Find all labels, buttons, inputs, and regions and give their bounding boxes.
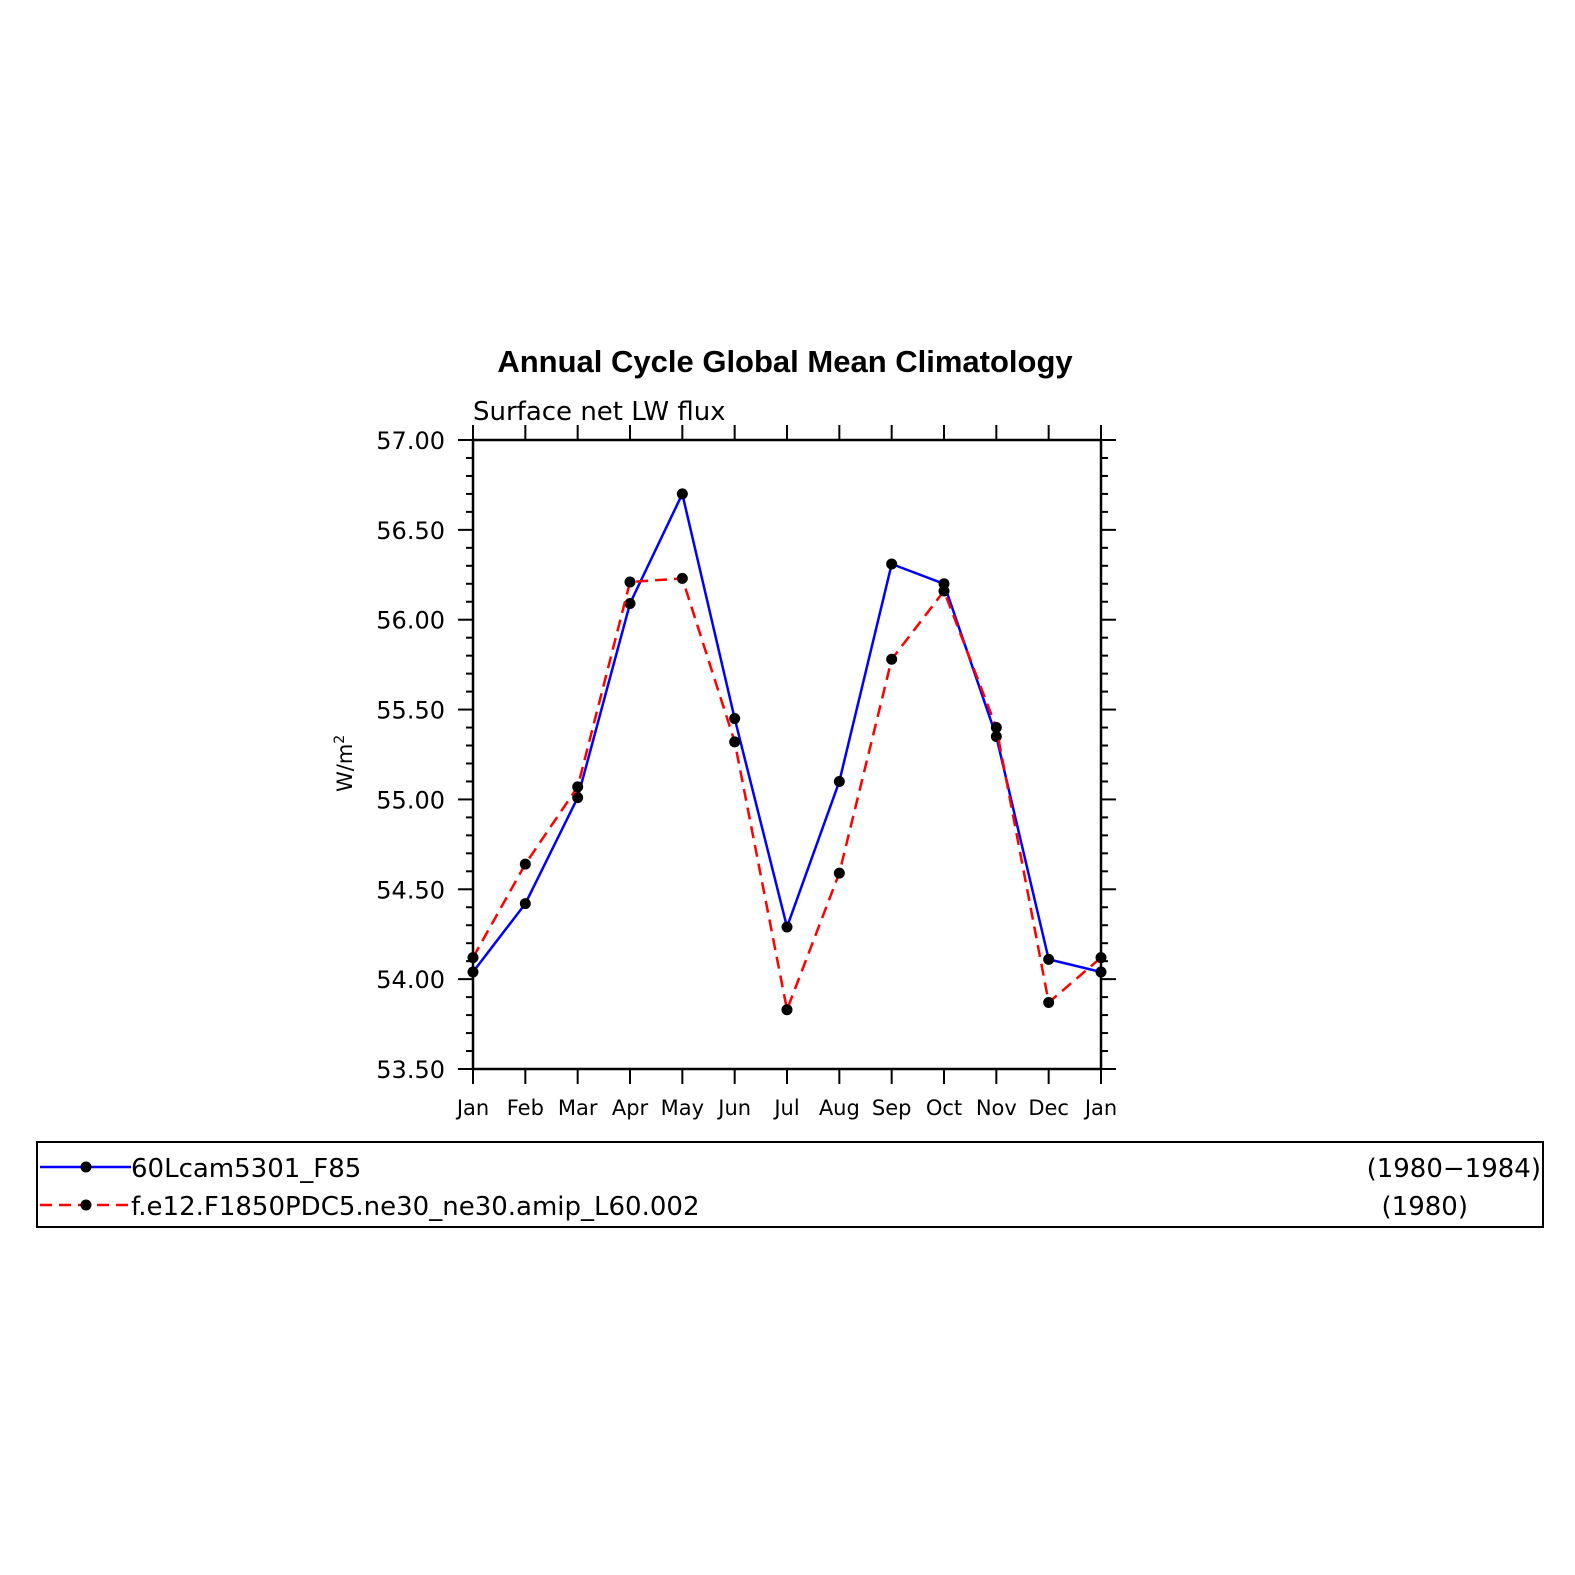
data-point (886, 653, 898, 665)
data-point (572, 792, 584, 804)
data-point (729, 713, 741, 725)
data-point (519, 858, 531, 870)
data-point (519, 898, 531, 910)
x-tick-label: Jun (716, 1096, 751, 1120)
x-tick-label: Apr (612, 1096, 649, 1120)
data-point (467, 952, 479, 964)
x-tick-label: Dec (1028, 1096, 1069, 1120)
y-tick-label: 57.00 (376, 427, 445, 455)
chart-title: Annual Cycle Global Mean Climatology (497, 344, 1073, 379)
data-point (1095, 952, 1107, 964)
legend-entry-name: 60Lcam5301_F85 (131, 1154, 361, 1184)
y-tick-label: 56.00 (376, 607, 445, 635)
legend-box (36, 1141, 1544, 1228)
legend-swatch-marker (80, 1199, 92, 1211)
data-point (624, 598, 636, 610)
data-point (1043, 953, 1055, 965)
data-point (1095, 966, 1107, 978)
data-point (990, 731, 1002, 743)
axes: 53.50 54.00 54.50 55.00 55.50 56.00 56.50 57.00… (376, 425, 1117, 1120)
legend-entry-period: (1980) (1382, 1192, 1468, 1222)
data-point (624, 576, 636, 588)
x-tick-label: Jan (1083, 1096, 1117, 1120)
chart-subtitle: Surface net LW flux (473, 397, 726, 427)
data-point (467, 966, 479, 978)
data-point (1043, 997, 1055, 1009)
y-axis-label-superscript: 2 (332, 735, 348, 744)
data-point (572, 781, 584, 793)
y-axis-label: W/m2 (332, 735, 357, 792)
y-tick-label: 56.50 (376, 517, 445, 545)
data-point (781, 1004, 793, 1016)
plot-frame (471, 438, 1103, 1071)
legend-entry-name: f.e12.F1850PDC5.ne30_ne30.amip_L60.002 (131, 1192, 699, 1222)
y-tick-label: 54.00 (376, 966, 445, 994)
legend: 60Lcam5301_F85 (1980−1984) f.e12.F1850PDC5… (36, 1141, 1544, 1228)
data-point (833, 867, 845, 879)
x-tick-label: May (661, 1096, 704, 1120)
data-point (781, 921, 793, 933)
x-tick-label: Sep (872, 1096, 912, 1120)
x-tick-label: Oct (926, 1096, 962, 1120)
x-tick-label: Aug (819, 1096, 860, 1120)
x-tick-label: Jan (455, 1096, 489, 1120)
data-point (676, 572, 688, 584)
x-tick-label: Nov (976, 1096, 1017, 1120)
data-point (990, 722, 1002, 734)
series-line (471, 577, 1102, 1015)
x-tick-label: Feb (507, 1096, 544, 1120)
data-point (833, 775, 845, 787)
data-point (729, 736, 741, 748)
series-layer (467, 488, 1107, 1016)
series-line (472, 490, 1102, 974)
data-point (676, 488, 688, 500)
data-point (938, 585, 950, 597)
data-point (886, 558, 898, 570)
y-tick-label: 55.00 (376, 786, 445, 814)
y-tick-label: 53.50 (376, 1056, 445, 1084)
series-2 (467, 572, 1107, 1016)
y-tick-label: 54.50 (376, 876, 445, 904)
legend-entry-period: (1980−1984) (1367, 1154, 1541, 1184)
y-tick-label: 55.50 (376, 697, 445, 725)
legend-swatch-marker (80, 1161, 92, 1173)
x-tick-label: Mar (558, 1096, 598, 1120)
series-1 (467, 488, 1107, 978)
x-tick-label: Jul (772, 1096, 799, 1120)
